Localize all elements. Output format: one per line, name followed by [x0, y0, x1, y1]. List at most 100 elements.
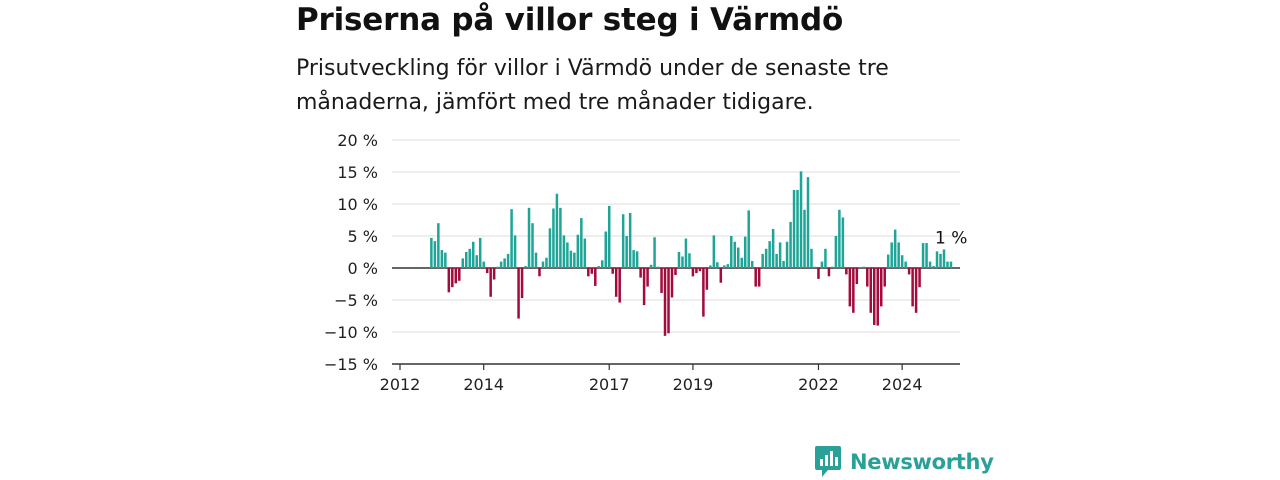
bar [827, 268, 831, 277]
bar [649, 264, 653, 268]
bar [737, 247, 740, 268]
x-tick-label: 2022 [798, 375, 839, 394]
bar [541, 261, 545, 268]
bar [939, 253, 942, 268]
bar [614, 268, 618, 297]
bar [838, 209, 841, 268]
bar [796, 189, 799, 268]
bar [824, 248, 827, 268]
bar [879, 268, 883, 307]
bar [510, 209, 513, 268]
bar [935, 251, 939, 268]
bar [604, 231, 607, 268]
bar [625, 236, 628, 268]
bar [545, 257, 548, 268]
bar [695, 268, 698, 274]
bar [485, 268, 489, 274]
bar [489, 268, 492, 297]
bar [552, 208, 555, 268]
bar [621, 214, 625, 268]
bar [712, 235, 716, 268]
bar [646, 268, 649, 287]
bar [496, 266, 499, 268]
bar [499, 261, 503, 268]
bar [632, 250, 635, 268]
bar [886, 254, 890, 268]
gridlines [392, 139, 960, 333]
bar [555, 193, 559, 268]
chart-subtitle: Prisutveckling för villor i Värmdö under… [296, 56, 889, 115]
bar [447, 268, 451, 293]
bar [883, 268, 886, 287]
bar [928, 261, 932, 268]
bar [527, 207, 531, 268]
bar [778, 242, 782, 268]
bar [475, 255, 478, 268]
bar [594, 268, 597, 286]
bar [904, 261, 907, 268]
bar [942, 249, 946, 268]
bar [820, 261, 824, 268]
bar [576, 234, 580, 268]
x-tick-label: 2019 [673, 375, 714, 394]
bar [768, 241, 771, 268]
bar [611, 268, 614, 274]
bar [684, 238, 688, 268]
bar [813, 266, 817, 268]
bar [761, 253, 764, 268]
bar [538, 268, 541, 277]
bar [764, 248, 768, 268]
x-axis: 2012 2014 2017 2019 2022 2024 [380, 363, 960, 394]
x-tick-label: 2024 [882, 375, 923, 394]
bar [911, 268, 914, 307]
bar [907, 268, 911, 275]
bar [524, 266, 527, 268]
bar [866, 268, 869, 287]
bar [921, 243, 925, 268]
bar [869, 268, 873, 313]
bar [719, 268, 723, 283]
bar [465, 252, 468, 268]
bar [817, 268, 820, 279]
bar [482, 261, 485, 268]
bar [946, 261, 949, 268]
bar [506, 253, 510, 268]
bar [855, 268, 859, 284]
bar [726, 264, 730, 268]
y-axis: 20 % 15 % 10 % 5 % 0 % −5 % −10 % −15 % [324, 131, 378, 374]
bar [785, 241, 789, 268]
bar [740, 257, 743, 268]
bar [757, 268, 761, 287]
bar [433, 241, 437, 268]
bar [688, 253, 691, 268]
bar [789, 221, 792, 268]
bar [478, 237, 482, 268]
bar [670, 268, 674, 298]
x-tick-label: 2017 [589, 375, 630, 394]
y-tick-label: −10 % [324, 323, 378, 342]
bar [873, 268, 876, 325]
bar [492, 268, 496, 280]
bar [932, 266, 935, 268]
bar [747, 210, 750, 268]
bar [810, 248, 813, 268]
bar [663, 268, 667, 336]
bar [806, 177, 810, 268]
bar [517, 268, 520, 319]
y-tick-label: 10 % [337, 195, 378, 214]
bar [548, 228, 552, 268]
bar [653, 237, 656, 268]
bar [520, 268, 524, 299]
bar [451, 268, 454, 288]
bar [914, 268, 918, 313]
bar [862, 266, 866, 268]
bar [562, 235, 566, 268]
bar [771, 228, 775, 268]
bar [799, 171, 803, 268]
bar [534, 252, 538, 268]
bar [723, 265, 726, 268]
bar [709, 265, 712, 268]
bar [587, 268, 590, 277]
bar [461, 258, 465, 268]
bar [792, 189, 796, 268]
